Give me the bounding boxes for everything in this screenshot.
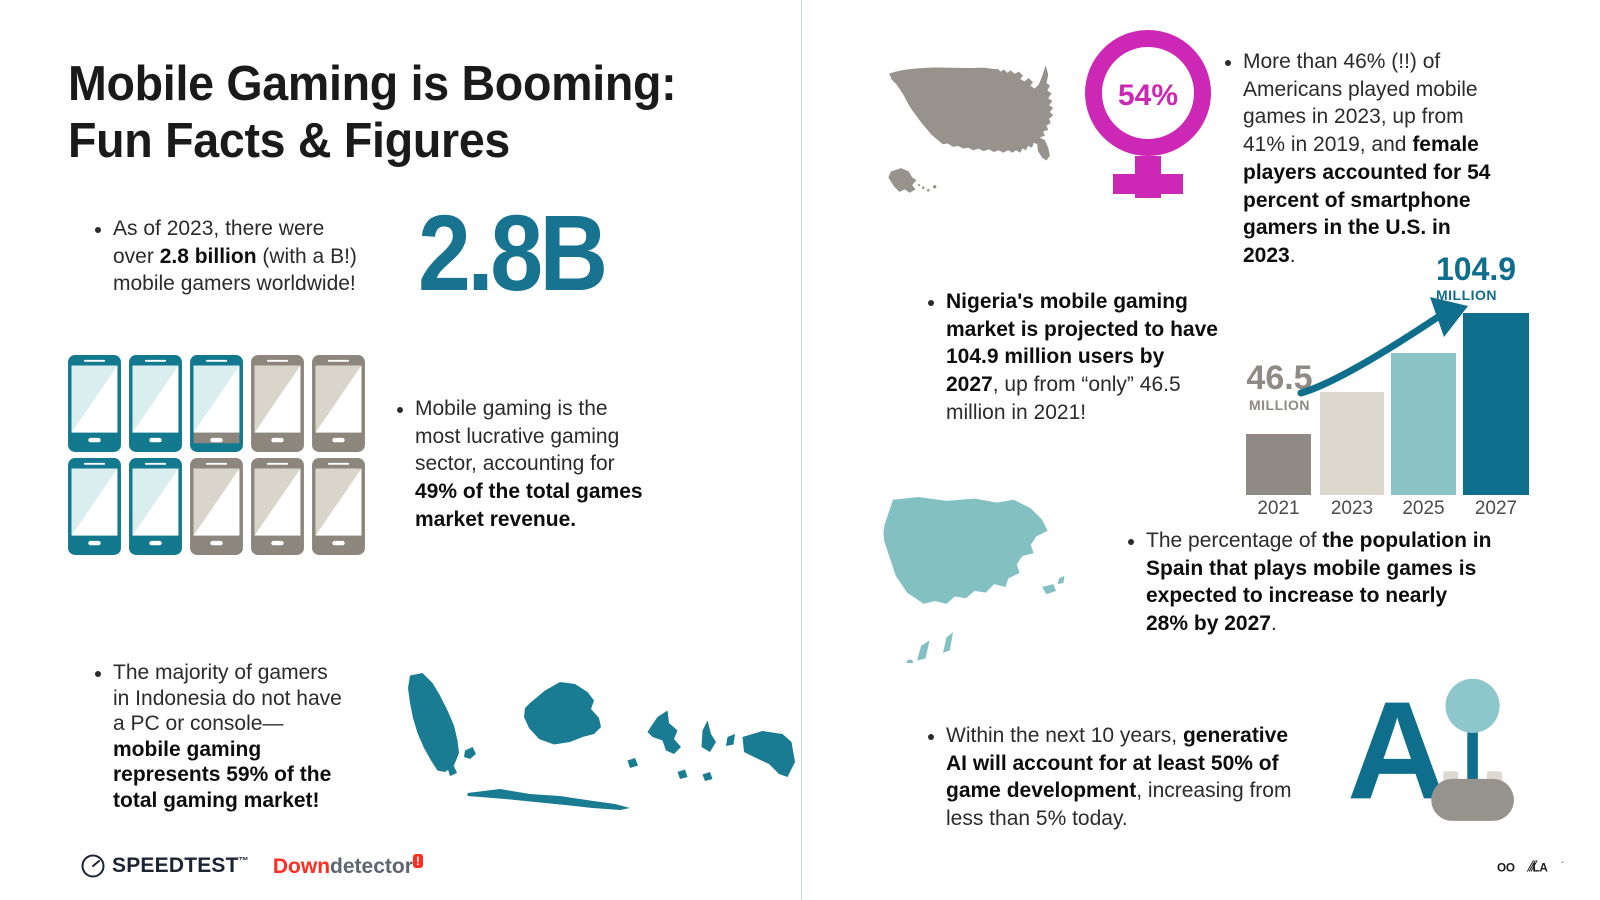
svg-text:LA: LA xyxy=(1533,862,1549,875)
svg-text:54%: 54% xyxy=(1118,79,1178,112)
svg-text:™: ™ xyxy=(1560,861,1563,865)
svg-text:OO: OO xyxy=(1497,862,1515,875)
